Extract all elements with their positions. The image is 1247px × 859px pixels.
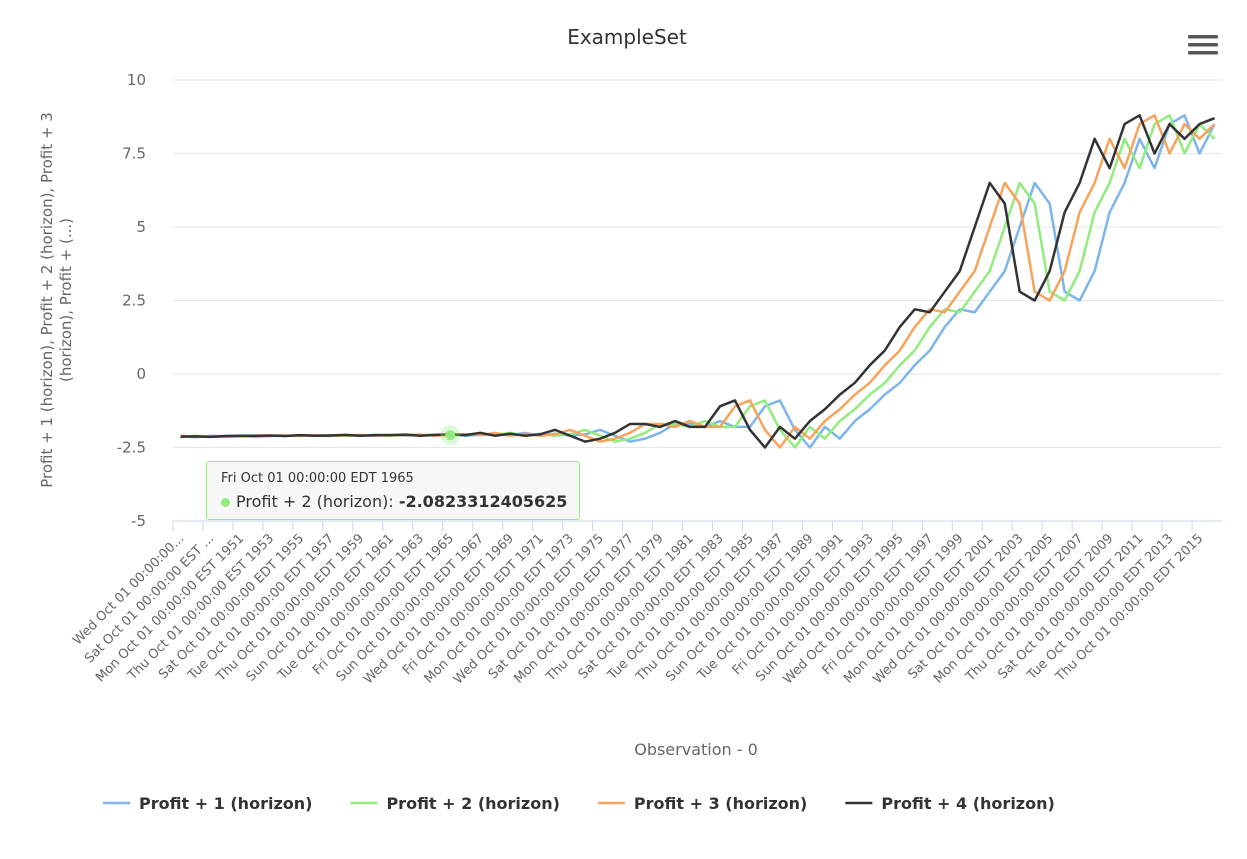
chart-title: ExampleSet xyxy=(567,25,687,49)
series-line xyxy=(180,114,1215,449)
y-tick-label: -2.5 xyxy=(117,439,146,457)
tooltip-value: -2.0823312405625 xyxy=(398,492,568,511)
legend: Profit + 1 (horizon) Profit + 2 (horizon)… xyxy=(103,794,1055,813)
legend-label[interactable]: Profit + 2 (horizon) xyxy=(386,794,559,813)
y-tick-label: 7.5 xyxy=(122,145,146,163)
series-line xyxy=(180,114,1216,449)
tooltip-header: Fri Oct 01 00:00:00 EDT 1965 xyxy=(221,471,414,486)
menu-button[interactable] xyxy=(1182,28,1222,62)
y-tick-label: 0 xyxy=(136,365,146,383)
legend-label[interactable]: Profit + 3 (horizon) xyxy=(634,794,807,813)
y-axis-title: Profit + 1 (horizon), Profit + 2 (horizo… xyxy=(38,112,75,488)
tooltip-series: Profit + 2 (horizon) xyxy=(236,492,389,511)
y-tick-label: 10 xyxy=(127,71,146,89)
y-tick-label: -5 xyxy=(131,512,146,530)
x-axis-title: Observation - 0 xyxy=(634,740,758,759)
hover-marker xyxy=(445,430,456,441)
menu-line xyxy=(1188,51,1218,55)
y-tick-label: 2.5 xyxy=(122,292,146,310)
menu-line xyxy=(1188,35,1218,39)
tooltip-dot xyxy=(221,498,230,507)
tooltip: Fri Oct 01 00:00:00 EDT 1965 Profit + 2 … xyxy=(206,461,581,520)
menu-line xyxy=(1188,43,1218,47)
tooltip-row: Profit + 2 (horizon): -2.0823312405625 xyxy=(221,492,567,511)
legend-label[interactable]: Profit + 1 (horizon) xyxy=(139,794,312,813)
legend-label[interactable]: Profit + 4 (horizon) xyxy=(881,794,1054,813)
y-tick-label: 5 xyxy=(136,218,146,236)
